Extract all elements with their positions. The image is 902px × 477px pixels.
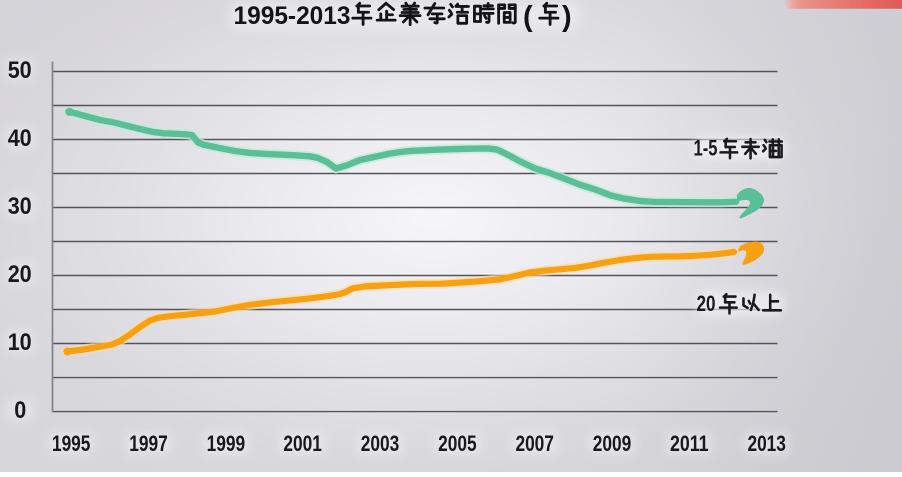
- svg-text:2011: 2011: [670, 431, 709, 456]
- svg-text:(: (: [523, 1, 533, 33]
- svg-text:40: 40: [8, 125, 32, 152]
- svg-text:1997: 1997: [129, 431, 168, 456]
- svg-text:1995-2013: 1995-2013: [234, 2, 351, 30]
- svg-text:1995: 1995: [52, 431, 91, 456]
- svg-text:10: 10: [8, 329, 32, 356]
- svg-text:1999: 1999: [207, 431, 246, 456]
- svg-text:2013: 2013: [747, 431, 786, 456]
- svg-text:0: 0: [14, 397, 26, 424]
- svg-text:2005: 2005: [438, 431, 477, 456]
- svg-text:2007: 2007: [515, 431, 554, 456]
- svg-text:30: 30: [8, 193, 32, 220]
- svg-text:1-5: 1-5: [694, 136, 718, 161]
- svg-text:20: 20: [8, 261, 32, 288]
- svg-text:2001: 2001: [283, 431, 322, 456]
- svg-text:50: 50: [8, 57, 32, 84]
- svg-text:2009: 2009: [593, 431, 632, 456]
- svg-text:2003: 2003: [361, 431, 400, 456]
- svg-text:): ): [562, 1, 572, 33]
- svg-text:20: 20: [697, 291, 716, 316]
